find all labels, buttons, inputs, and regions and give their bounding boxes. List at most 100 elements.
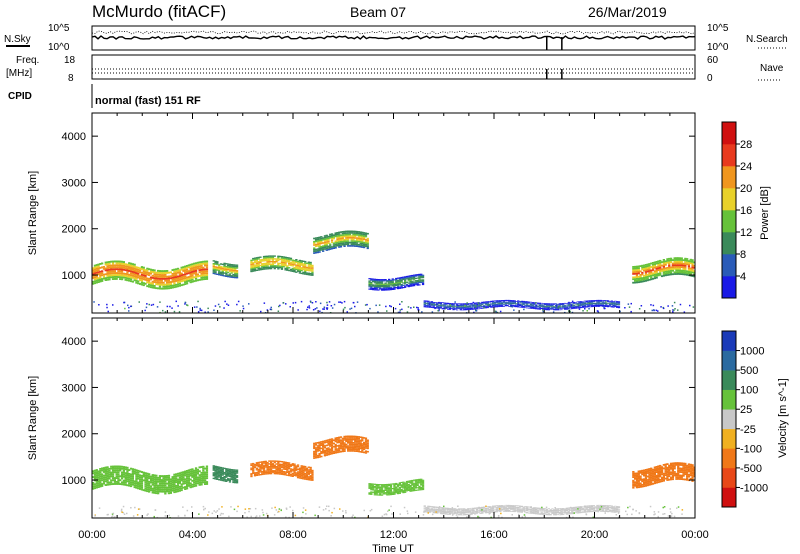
data-cell <box>405 485 409 487</box>
data-cell <box>164 486 167 489</box>
data-cell <box>284 267 287 270</box>
data-cell <box>323 449 327 452</box>
data-cell <box>590 302 594 304</box>
data-cell <box>148 281 151 284</box>
data-cell <box>404 491 407 493</box>
data-cell <box>651 277 655 280</box>
data-cell <box>421 486 425 488</box>
data-cell <box>142 282 145 285</box>
data-cell <box>398 491 401 493</box>
data-cell <box>632 269 635 272</box>
data-cell <box>689 271 692 273</box>
data-cell <box>610 304 613 306</box>
data-cell <box>580 304 583 306</box>
data-cell <box>322 447 325 449</box>
data-cell <box>377 285 380 288</box>
data-cell <box>171 278 174 281</box>
data-cell <box>325 249 328 251</box>
data-cell <box>128 482 131 485</box>
data-cell <box>637 265 640 268</box>
data-cell <box>402 287 405 289</box>
scatter-cell <box>369 307 371 310</box>
data-cell <box>171 275 174 277</box>
data-cell <box>347 450 350 452</box>
data-cell <box>225 270 228 272</box>
scatter-cell <box>542 309 544 311</box>
data-cell <box>167 285 171 288</box>
data-cell <box>119 268 122 271</box>
data-cell <box>196 261 199 264</box>
data-cell <box>427 507 430 509</box>
data-cell <box>140 480 144 483</box>
scatter-cell <box>375 304 377 307</box>
data-cell <box>581 305 585 307</box>
data-cell <box>180 485 183 488</box>
data-cell <box>377 280 380 282</box>
data-cell <box>305 268 309 270</box>
data-cell <box>562 303 565 305</box>
data-cell <box>678 273 682 275</box>
data-cell <box>384 283 387 285</box>
data-cell <box>288 473 291 475</box>
scatter-cell <box>542 310 544 313</box>
data-cell <box>182 473 185 475</box>
data-cell <box>515 304 518 306</box>
data-cell <box>501 304 504 305</box>
data-cell <box>300 272 303 275</box>
data-cell <box>95 279 98 282</box>
data-cell <box>120 270 124 273</box>
data-cell <box>368 492 371 494</box>
data-cell <box>396 493 400 495</box>
data-cell <box>470 308 473 310</box>
data-cell <box>468 510 471 511</box>
data-cell <box>373 493 376 495</box>
data-cell <box>425 510 428 512</box>
data-cell <box>339 245 343 248</box>
data-cell <box>122 466 125 468</box>
data-cell <box>148 274 151 276</box>
data-cell <box>259 465 262 467</box>
data-cell <box>477 305 480 306</box>
data-cell <box>347 238 350 241</box>
data-cell <box>680 271 683 274</box>
scatter-cell <box>431 311 434 313</box>
data-cell <box>178 275 181 277</box>
data-cell <box>204 278 207 280</box>
data-cell <box>219 471 223 473</box>
scatter-cell <box>98 304 100 306</box>
data-cell <box>368 282 371 284</box>
data-cell <box>273 471 276 473</box>
data-cell <box>257 470 260 472</box>
data-cell <box>334 234 337 236</box>
data-cell <box>221 270 224 272</box>
data-cell <box>445 508 448 510</box>
data-cell <box>113 270 116 273</box>
data-cell <box>330 238 334 240</box>
data-cell <box>380 280 384 282</box>
data-cell <box>357 440 360 443</box>
data-cell <box>475 509 479 511</box>
data-cell <box>275 468 278 471</box>
data-cell <box>589 301 592 302</box>
data-cell <box>329 438 332 441</box>
data-cell <box>330 233 334 235</box>
data-cell <box>450 512 453 513</box>
scatter-cell <box>662 307 665 310</box>
data-cell <box>140 475 144 477</box>
data-cell <box>191 263 194 266</box>
data-cell <box>289 471 293 473</box>
data-cell <box>128 480 131 483</box>
data-cell <box>113 266 116 269</box>
data-cell <box>682 264 685 267</box>
data-cell <box>404 278 407 280</box>
data-cell <box>148 477 151 479</box>
data-cell <box>662 266 665 268</box>
scatter-cell <box>509 305 512 308</box>
data-cell <box>259 267 262 269</box>
data-cell <box>547 306 550 307</box>
data-cell <box>465 304 468 306</box>
scatter-cell <box>582 310 584 312</box>
data-cell <box>414 277 417 279</box>
data-cell <box>421 480 425 482</box>
data-cell <box>302 468 305 470</box>
